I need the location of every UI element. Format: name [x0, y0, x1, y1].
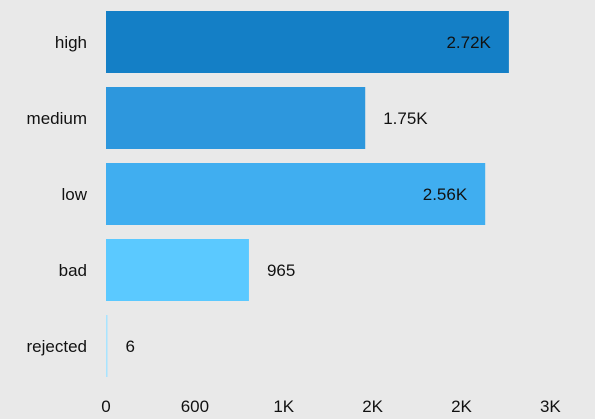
x-axis-ticks-group: 0 600 1K 2K 2K 3K: [101, 397, 561, 416]
category-label-bad: bad: [59, 261, 87, 280]
value-label-low: 2.56K: [423, 185, 468, 204]
value-label-rejected: 6: [126, 337, 135, 356]
bar-low[interactable]: [106, 163, 486, 225]
category-label-high: high: [55, 33, 87, 52]
x-tick-label: 3K: [540, 397, 561, 416]
bar-bad[interactable]: [106, 239, 249, 301]
bars-group: [106, 11, 509, 377]
bar-high[interactable]: [106, 11, 509, 73]
category-label-low: low: [61, 185, 87, 204]
bar-rejected[interactable]: [106, 315, 108, 377]
x-tick-label: 2K: [451, 397, 472, 416]
category-label-rejected: rejected: [27, 337, 87, 356]
category-label-medium: medium: [27, 109, 87, 128]
value-label-bad: 965: [267, 261, 295, 280]
bar-medium[interactable]: [106, 87, 366, 149]
x-tick-label: 0: [101, 397, 110, 416]
x-tick-label: 1K: [273, 397, 294, 416]
value-label-high: 2.72K: [446, 33, 491, 52]
value-labels-group: 2.72K 1.75K 2.56K 965 6: [126, 33, 492, 356]
x-tick-label: 600: [181, 397, 209, 416]
category-labels-group: high medium low bad rejected: [27, 33, 88, 356]
value-label-medium: 1.75K: [383, 109, 428, 128]
x-tick-label: 2K: [362, 397, 383, 416]
